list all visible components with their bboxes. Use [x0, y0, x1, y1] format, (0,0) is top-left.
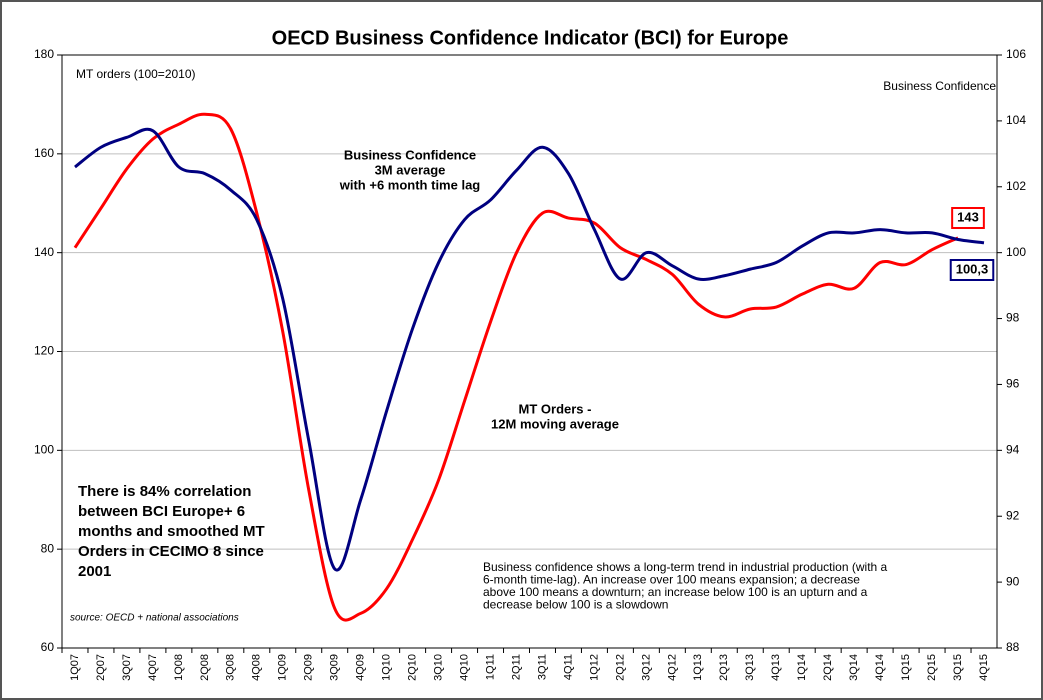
- x-tick-label: 2Q11: [510, 654, 522, 680]
- x-tick-label: 2Q10: [407, 654, 419, 681]
- value-label: 143: [957, 209, 979, 224]
- note: There is 84% correlation: [78, 483, 251, 500]
- note: between BCI Europe+ 6: [78, 503, 245, 520]
- series-label: 3M average: [375, 162, 446, 177]
- y-tick-label: 160: [34, 146, 54, 160]
- y2-tick-label: 94: [1006, 443, 1020, 457]
- x-tick-label: 3Q15: [952, 654, 964, 681]
- value-label-box: [949, 259, 995, 281]
- y2-tick-label: 100: [1006, 245, 1026, 259]
- value-label: 100,3: [956, 261, 989, 276]
- series-label: with +6 month time lag: [339, 177, 481, 192]
- series-line: [74, 127, 985, 572]
- x-tick-label: 1Q15: [900, 654, 912, 681]
- y2-tick-label: 92: [1006, 508, 1020, 522]
- footnote: decrease below 100 is a slowdown: [483, 598, 668, 612]
- y2-axis-label: Business Confidence: [883, 79, 996, 93]
- y2-tick-label: 98: [1006, 311, 1020, 325]
- y-tick-label: 120: [34, 344, 54, 358]
- x-tick-label: 3Q10: [433, 654, 445, 681]
- x-tick-label: 3Q09: [329, 654, 341, 681]
- x-tick-label: 2Q12: [614, 654, 626, 681]
- x-tick-label: 3Q14: [848, 654, 860, 681]
- x-tick-label: 4Q09: [355, 654, 367, 681]
- x-tick-label: 4Q14: [874, 654, 886, 681]
- series-label: 12M moving average: [491, 416, 619, 431]
- chart-title: OECD Business Confidence Indicator (BCI)…: [272, 27, 789, 49]
- x-tick-label: 2Q14: [822, 654, 834, 681]
- footnote: above 100 means a downturn; an increase …: [483, 585, 868, 599]
- x-tick-label: 4Q07: [147, 654, 159, 681]
- x-tick-label: 3Q08: [225, 654, 237, 681]
- y-axis-label: MT orders (100=2010): [76, 67, 196, 81]
- y-tick-label: 80: [41, 541, 55, 555]
- value-label-box: [951, 207, 985, 229]
- x-tick-label: 2Q13: [718, 654, 730, 681]
- x-tick-label: 2Q15: [926, 654, 938, 681]
- x-tick-label: 4Q11: [562, 654, 574, 680]
- x-tick-label: 1Q12: [588, 654, 600, 681]
- x-tick-label: 3Q07: [121, 654, 133, 681]
- x-tick-label: 3Q12: [640, 654, 652, 681]
- x-tick-label: 4Q13: [770, 654, 782, 681]
- x-tick-label: 1Q08: [173, 654, 185, 681]
- source: source: OECD + national associations: [70, 613, 239, 624]
- series-label: Business Confidence: [344, 147, 476, 162]
- x-tick-label: 1Q10: [381, 654, 393, 681]
- x-tick-label: 1Q07: [69, 654, 81, 681]
- x-tick-label: 4Q10: [458, 654, 470, 681]
- x-tick-label: 3Q13: [744, 654, 756, 681]
- y2-tick-label: 102: [1006, 179, 1026, 193]
- y2-tick-label: 96: [1006, 377, 1020, 391]
- x-tick-label: 2Q08: [199, 654, 211, 681]
- y-tick-label: 140: [34, 245, 54, 259]
- x-tick-label: 1Q09: [277, 654, 289, 681]
- series-line: [73, 112, 959, 622]
- x-tick-label: 3Q11: [536, 654, 548, 680]
- x-tick-label: 4Q08: [251, 654, 263, 681]
- note: Orders in CECIMO 8 since: [78, 543, 264, 560]
- y2-tick-label: 88: [1006, 640, 1020, 654]
- x-tick-label: 4Q12: [666, 654, 678, 681]
- footnote: 6-month time-lag). An increase over 100 …: [483, 573, 860, 587]
- y-tick-label: 100: [34, 443, 54, 457]
- x-tick-label: 2Q07: [95, 654, 107, 681]
- x-tick-label: 4Q15: [978, 654, 990, 681]
- y2-tick-label: 90: [1006, 574, 1020, 588]
- y2-tick-label: 106: [1006, 47, 1026, 61]
- footnote: Business confidence shows a long-term tr…: [483, 560, 888, 574]
- x-tick-label: 2Q09: [303, 654, 315, 681]
- x-tick-label: 1Q11: [484, 654, 496, 680]
- x-tick-label: 1Q13: [692, 654, 704, 681]
- x-tick-label: 1Q14: [796, 654, 808, 681]
- note: months and smoothed MT: [78, 523, 265, 540]
- note: 2001: [78, 563, 111, 580]
- series-label: MT Orders -: [519, 401, 592, 416]
- y-tick-label: 60: [41, 640, 55, 654]
- y2-tick-label: 104: [1006, 113, 1026, 127]
- y-tick-label: 180: [34, 47, 54, 61]
